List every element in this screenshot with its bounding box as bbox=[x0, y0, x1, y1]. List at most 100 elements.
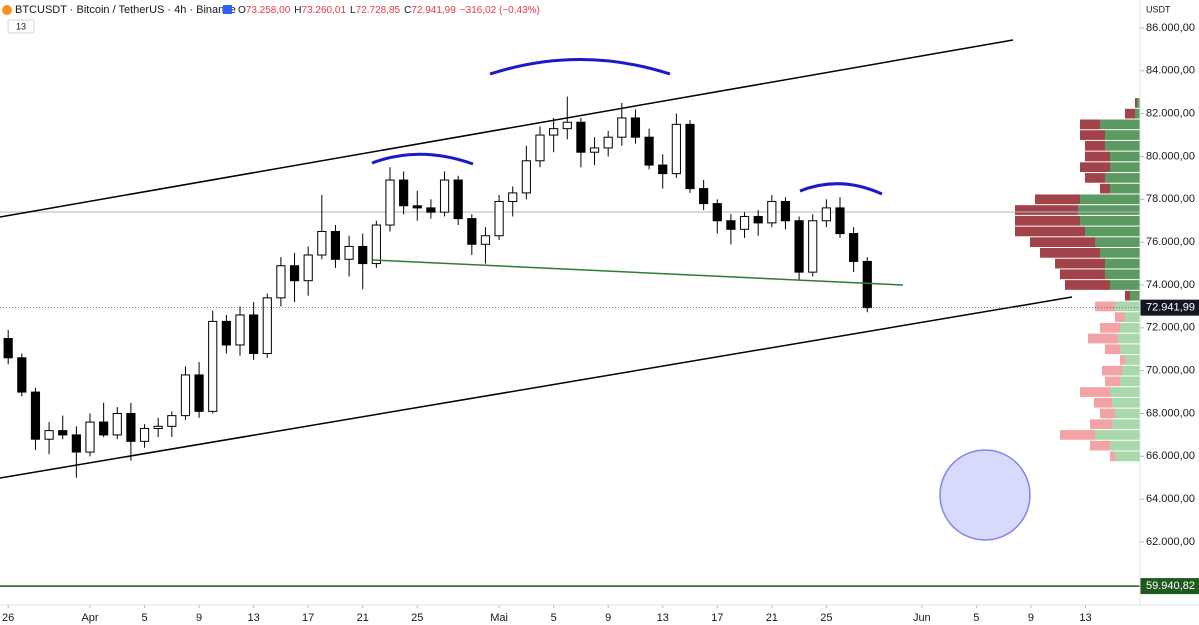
vp-sell bbox=[1060, 430, 1095, 440]
vp-sell bbox=[1080, 119, 1100, 130]
x-tick-label: 21 bbox=[357, 612, 369, 624]
grid bbox=[7, 27, 1144, 608]
indicator-badge[interactable] bbox=[7, 19, 35, 34]
vp-sell bbox=[1125, 290, 1130, 301]
candle-body bbox=[262, 297, 272, 355]
y-tick-label: 66.000,00 bbox=[1146, 450, 1195, 462]
channel-upper bbox=[0, 39, 1014, 218]
candle-body bbox=[399, 179, 409, 207]
vp-buy bbox=[1080, 194, 1140, 205]
candle-body bbox=[535, 134, 545, 162]
vp-sell bbox=[1015, 205, 1078, 215]
candle-body bbox=[671, 123, 681, 175]
vp-buy bbox=[1105, 140, 1140, 151]
vp-buy bbox=[1115, 451, 1140, 462]
y-tick-label: 70.000,00 bbox=[1146, 365, 1195, 377]
y-tick-label: 84.000,00 bbox=[1146, 65, 1195, 77]
vp-buy bbox=[1135, 108, 1140, 119]
vp-buy bbox=[1078, 205, 1140, 215]
candle-body bbox=[576, 121, 586, 153]
x-tick-label: 5 bbox=[973, 612, 979, 624]
vp-sell bbox=[1015, 215, 1080, 226]
vp-buy bbox=[1120, 376, 1140, 387]
neckline bbox=[372, 259, 904, 286]
candle-body bbox=[644, 136, 654, 166]
vp-buy bbox=[1137, 98, 1140, 108]
vp-sell bbox=[1100, 183, 1110, 194]
candle-body bbox=[426, 207, 436, 213]
candle-body bbox=[17, 357, 27, 393]
x-tick-label: 25 bbox=[820, 612, 832, 624]
vp-sell bbox=[1090, 440, 1110, 451]
vp-buy bbox=[1110, 162, 1140, 173]
vp-sell bbox=[1030, 237, 1095, 248]
candle-body bbox=[208, 320, 218, 412]
vp-buy bbox=[1105, 258, 1140, 269]
y-tick-label: 62.000,00 bbox=[1146, 536, 1195, 548]
candle-body bbox=[249, 314, 259, 355]
vp-sell bbox=[1105, 344, 1120, 355]
right-shoulder-arc bbox=[799, 182, 883, 196]
candle-body bbox=[330, 230, 341, 260]
candle-body bbox=[371, 224, 381, 265]
candle-body bbox=[167, 415, 177, 427]
vp-sell bbox=[1088, 333, 1118, 344]
candle-body bbox=[194, 374, 204, 412]
circle-drawing[interactable] bbox=[939, 449, 1031, 541]
h-value: 73.260,01 bbox=[302, 5, 347, 16]
candle-body bbox=[767, 200, 777, 224]
vp-buy bbox=[1080, 215, 1140, 226]
vp-buy bbox=[1085, 226, 1140, 237]
vp-buy bbox=[1115, 408, 1140, 419]
vp-buy bbox=[1125, 312, 1140, 322]
symbol-title[interactable]: BTCUSDT · Bitcoin / TetherUS · 4h · Bina… bbox=[15, 4, 236, 16]
l-label: L bbox=[350, 5, 356, 16]
candle-body bbox=[303, 254, 313, 282]
flag-icon[interactable] bbox=[223, 5, 232, 14]
vp-buy bbox=[1115, 301, 1140, 312]
x-tick-label: 17 bbox=[711, 612, 723, 624]
candle-body bbox=[862, 260, 872, 309]
x-tick-label: 13 bbox=[657, 612, 669, 624]
x-tick-label: 5 bbox=[141, 612, 147, 624]
vp-sell bbox=[1105, 376, 1120, 387]
y-tick-label: 78.000,00 bbox=[1146, 193, 1195, 205]
currency-label[interactable]: USDT bbox=[1146, 4, 1171, 14]
vp-sell bbox=[1080, 387, 1110, 397]
x-tick-label: Jun bbox=[913, 612, 931, 624]
o-value: 73.258,00 bbox=[246, 5, 291, 16]
vp-sell bbox=[1040, 248, 1100, 258]
candle-body bbox=[808, 220, 818, 273]
vp-buy bbox=[1105, 130, 1140, 140]
vp-sell bbox=[1095, 301, 1115, 312]
candle-body bbox=[126, 412, 136, 442]
vp-buy bbox=[1100, 248, 1140, 258]
vp-buy bbox=[1130, 290, 1140, 301]
change: −316,02 (−0,43%) bbox=[460, 5, 540, 16]
badge-text: 13 bbox=[16, 21, 26, 31]
volume-profile bbox=[1015, 98, 1140, 462]
candle-body bbox=[235, 314, 245, 346]
o-label: O bbox=[238, 5, 246, 16]
candle-body bbox=[849, 233, 859, 262]
vp-sell bbox=[1015, 226, 1085, 237]
y-tick-label: 82.000,00 bbox=[1146, 108, 1195, 120]
candle-body bbox=[753, 215, 763, 224]
vp-buy bbox=[1112, 419, 1140, 430]
x-tick-label: 5 bbox=[551, 612, 557, 624]
candle-body bbox=[99, 421, 109, 436]
candle-body bbox=[617, 117, 627, 138]
x-tick-label: 9 bbox=[605, 612, 611, 624]
candle-body bbox=[821, 207, 831, 222]
vp-sell bbox=[1055, 258, 1105, 269]
vp-sell bbox=[1090, 419, 1112, 430]
x-tick-label: 26 bbox=[2, 612, 14, 624]
candle-body bbox=[3, 338, 13, 359]
vp-buy bbox=[1122, 365, 1140, 376]
candle-body bbox=[521, 160, 531, 194]
overlay bbox=[0, 299, 1199, 595]
candle-body bbox=[85, 421, 95, 453]
vp-sell bbox=[1100, 408, 1115, 419]
vp-sell bbox=[1115, 312, 1125, 322]
